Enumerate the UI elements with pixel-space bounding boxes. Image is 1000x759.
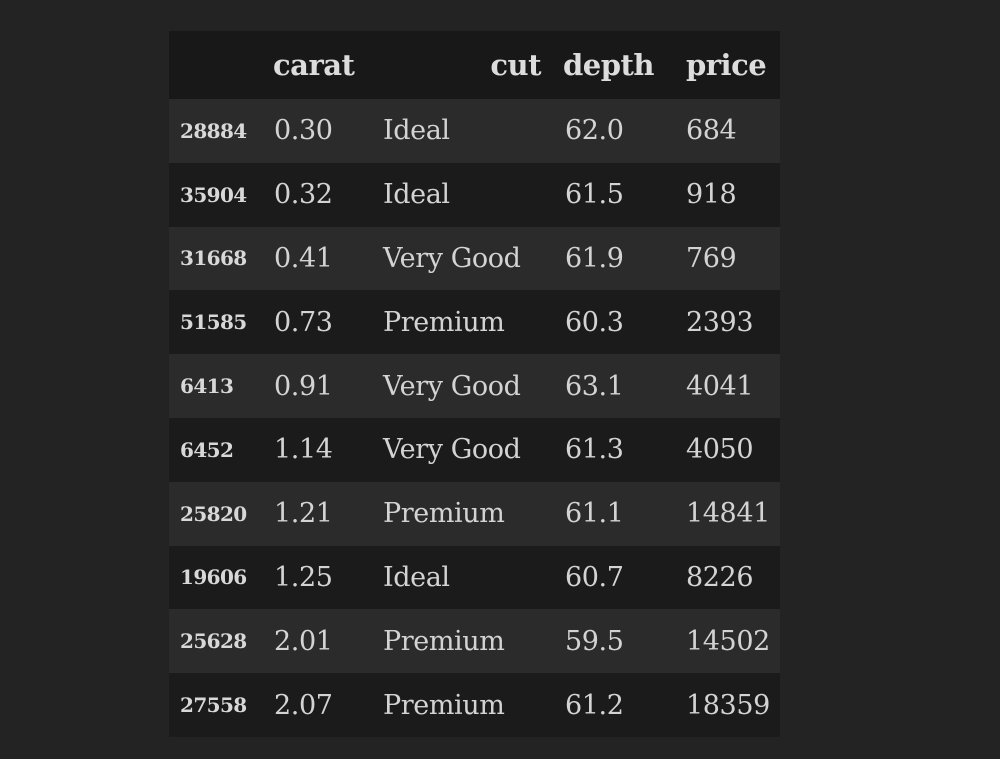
header-row: carat cut depth price <box>169 31 780 99</box>
cell-price: 4050 <box>686 434 754 466</box>
cell-depth: 61.2 <box>565 689 624 721</box>
cell-price: 14502 <box>686 625 770 657</box>
cell-cut: Ideal <box>383 179 450 211</box>
dataframe-output: carat cut depth price 28884 0.30 Ideal 6… <box>169 31 780 737</box>
dataframe-table: carat cut depth price 28884 0.30 Ideal 6… <box>169 31 780 737</box>
cell-cut: Premium <box>383 689 505 721</box>
cell-cut: Premium <box>383 498 505 530</box>
cell-cut: Premium <box>383 306 505 338</box>
cell-depth: 63.1 <box>565 370 624 402</box>
cell-price: 8226 <box>686 561 754 593</box>
table-row: 27558 2.07 Premium 61.2 18359 <box>169 673 780 737</box>
cell-carat: 1.25 <box>274 561 333 593</box>
cell-carat: 0.73 <box>274 306 333 338</box>
cell-price: 684 <box>686 115 737 147</box>
row-index: 51585 <box>180 310 247 335</box>
cell-depth: 60.7 <box>565 561 624 593</box>
cell-depth: 61.9 <box>565 242 624 274</box>
column-header-depth: depth <box>563 48 655 82</box>
cell-depth: 59.5 <box>565 625 624 657</box>
table-row: 28884 0.30 Ideal 62.0 684 <box>169 99 780 163</box>
index-header <box>169 31 265 99</box>
table-row: 35904 0.32 Ideal 61.5 918 <box>169 162 780 227</box>
cell-price: 4041 <box>686 370 754 402</box>
table-row: 19606 1.25 Ideal 60.7 8226 <box>169 545 780 610</box>
cell-carat: 0.41 <box>274 242 333 274</box>
column-header-cut: cut <box>490 48 541 82</box>
cell-price: 18359 <box>686 689 770 721</box>
cell-carat: 0.30 <box>274 115 333 147</box>
column-header-carat: carat <box>273 48 355 82</box>
cell-cut: Very Good <box>383 242 521 274</box>
cell-depth: 60.3 <box>565 306 624 338</box>
cell-cut: Very Good <box>383 370 521 402</box>
cell-carat: 2.07 <box>274 689 333 721</box>
table-row: 31668 0.41 Very Good 61.9 769 <box>169 226 780 291</box>
column-header-price: price <box>686 48 767 82</box>
cell-carat: 2.01 <box>274 625 333 657</box>
cell-carat: 0.91 <box>274 370 333 402</box>
table-row: 6413 0.91 Very Good 63.1 4041 <box>169 354 780 418</box>
cell-carat: 0.32 <box>274 179 333 211</box>
row-index: 28884 <box>180 118 247 143</box>
cell-carat: 1.14 <box>274 434 333 466</box>
cell-depth: 62.0 <box>565 115 624 147</box>
cell-cut: Premium <box>383 625 505 657</box>
cell-price: 14841 <box>686 498 770 530</box>
cell-cut: Very Good <box>383 434 521 466</box>
cell-depth: 61.3 <box>565 434 624 466</box>
row-index: 35904 <box>180 182 247 207</box>
row-index: 25820 <box>180 501 247 526</box>
row-index: 6452 <box>180 437 234 462</box>
row-index: 27558 <box>180 693 247 718</box>
table-row: 6452 1.14 Very Good 61.3 4050 <box>169 417 780 482</box>
cell-price: 918 <box>686 179 737 211</box>
cell-depth: 61.1 <box>565 498 624 530</box>
table-body: 28884 0.30 Ideal 62.0 684 35904 0.32 Ide… <box>169 99 780 737</box>
row-index: 31668 <box>180 246 247 271</box>
table-header: carat cut depth price <box>169 31 780 99</box>
table-row: 51585 0.73 Premium 60.3 2393 <box>169 290 780 355</box>
cell-cut: Ideal <box>383 115 450 147</box>
cell-depth: 61.5 <box>565 179 624 211</box>
cell-price: 769 <box>686 242 737 274</box>
cell-carat: 1.21 <box>274 498 333 530</box>
table-row: 25628 2.01 Premium 59.5 14502 <box>169 609 780 674</box>
table-row: 25820 1.21 Premium 61.1 14841 <box>169 481 780 546</box>
row-index: 6413 <box>180 374 234 399</box>
row-index: 25628 <box>180 629 247 654</box>
row-index: 19606 <box>180 565 247 590</box>
cell-price: 2393 <box>686 306 754 338</box>
cell-cut: Ideal <box>383 561 450 593</box>
